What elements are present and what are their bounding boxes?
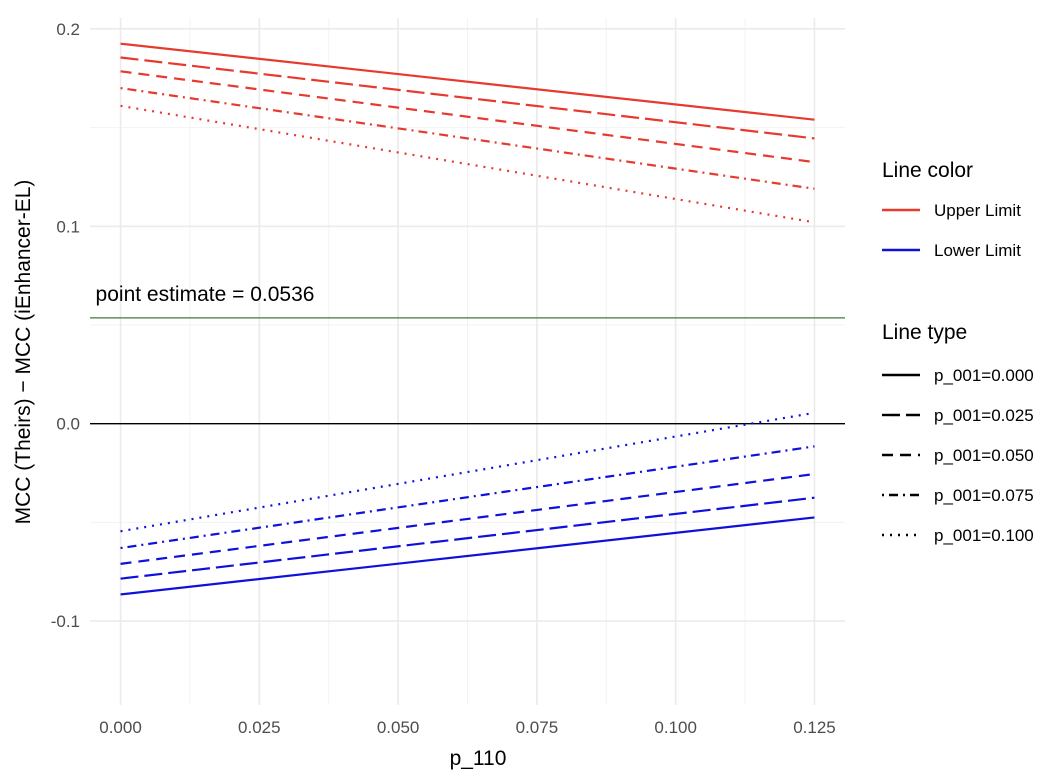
x-tick-label: 0.075 bbox=[516, 718, 559, 737]
series-line-lower-p-001-0-050 bbox=[120, 472, 815, 565]
annotations: point estimate = 0.0536 bbox=[96, 283, 315, 306]
legend-linetype-label: p_001=0.050 bbox=[934, 446, 1034, 465]
series-lines bbox=[120, 42, 815, 596]
series-line-upper-p-001-0-050 bbox=[120, 70, 815, 164]
y-axis-tick-labels: -0.1 0.0 0.1 0.2 bbox=[51, 20, 80, 631]
series-line-lower-p-001-0-075 bbox=[120, 445, 815, 550]
x-tick-label: 0.000 bbox=[99, 718, 142, 737]
minor-gridlines bbox=[90, 18, 845, 705]
legend-linetype-label: p_001=0.025 bbox=[934, 406, 1034, 425]
y-tick-label: -0.1 bbox=[51, 612, 80, 631]
y-tick-label: 0.2 bbox=[56, 20, 80, 39]
series-line-upper-p-001-0-075 bbox=[120, 86, 815, 190]
legend-linetype-title: Line type bbox=[882, 321, 967, 344]
series-line-upper-p-001-0-025 bbox=[120, 56, 815, 140]
y-tick-label: 0.1 bbox=[56, 217, 80, 236]
reference-lines bbox=[90, 317, 845, 425]
legend-linetype-label: p_001=0.075 bbox=[934, 486, 1034, 505]
legend-color-label: Lower Limit bbox=[934, 241, 1021, 260]
x-tick-label: 0.100 bbox=[654, 718, 697, 737]
legend-color-label: Upper Limit bbox=[934, 201, 1021, 220]
legend-linetype-label: p_001=0.100 bbox=[934, 526, 1034, 545]
x-tick-label: 0.025 bbox=[238, 718, 281, 737]
x-tick-label: 0.125 bbox=[793, 718, 836, 737]
legend-color-title: Line color bbox=[882, 159, 973, 182]
x-axis-title: p_110 bbox=[450, 747, 507, 770]
y-tick-label: 0.0 bbox=[56, 415, 80, 434]
major-gridlines bbox=[90, 18, 845, 705]
series-line-lower-p-001-0-025 bbox=[120, 496, 815, 580]
y-axis-title: MCC (Theirs) − MCC (iEnhancer-EL) bbox=[12, 180, 35, 525]
legend-linetype-label: p_001=0.000 bbox=[934, 366, 1034, 385]
series-line-upper-p-001-0-000 bbox=[120, 42, 815, 121]
x-tick-label: 0.050 bbox=[377, 718, 420, 737]
x-axis-tick-labels: 0.000 0.025 0.050 0.075 0.100 0.125 bbox=[99, 718, 835, 737]
legend: Line color Upper Limit Lower Limit Line typ… bbox=[882, 159, 1034, 545]
point-estimate-label: point estimate = 0.0536 bbox=[96, 283, 315, 306]
series-line-lower-p-001-0-000 bbox=[120, 516, 815, 596]
